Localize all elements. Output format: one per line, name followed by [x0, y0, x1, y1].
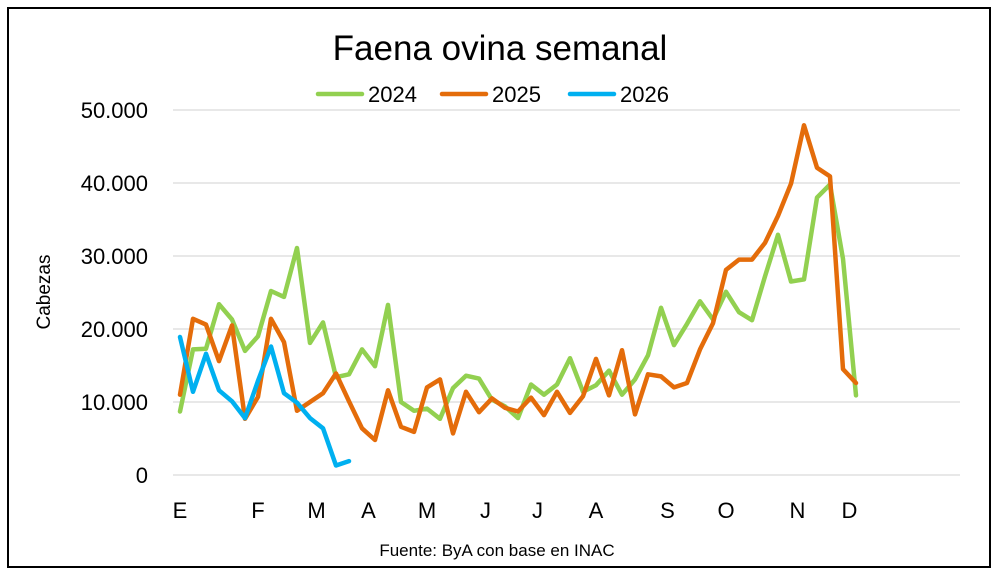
x-tick-label: J — [480, 498, 491, 523]
x-tick-label: A — [589, 498, 604, 523]
y-tick-label: 20.000 — [81, 317, 148, 342]
x-tick-label: J — [532, 498, 543, 523]
x-tick-label: M — [418, 498, 436, 523]
series-line-2025 — [177, 123, 859, 443]
y-tick-label: 50.000 — [81, 98, 148, 123]
chart-legend: 2024 2025 2026 — [315, 82, 669, 107]
x-tick-label: M — [307, 498, 325, 523]
gridlines — [173, 109, 960, 476]
x-tick-label: D — [842, 498, 858, 523]
legend-label: 2025 — [492, 82, 541, 107]
x-tick-label: E — [173, 498, 188, 523]
y-tick-label: 10.000 — [81, 390, 148, 415]
legend-label: 2026 — [620, 82, 669, 107]
source-note: Fuente: ByA con base en INAC — [379, 541, 614, 560]
series-line-2026 — [177, 334, 352, 468]
y-axis-ticks: 0 10.000 20.000 30.000 40.000 50.000 — [81, 98, 148, 488]
x-tick-label: S — [660, 498, 675, 523]
legend-label: 2024 — [368, 82, 417, 107]
x-tick-label: A — [361, 498, 376, 523]
series-line-2024 — [177, 182, 859, 422]
y-tick-label: 40.000 — [81, 171, 148, 196]
x-tick-label: F — [251, 498, 264, 523]
series-lines — [177, 123, 859, 468]
x-tick-label: N — [790, 498, 806, 523]
chart-title: Faena ovina semanal — [333, 29, 668, 68]
y-axis-label: Cabezas — [34, 255, 55, 330]
y-tick-label: 0 — [136, 463, 148, 488]
y-tick-label: 30.000 — [81, 244, 148, 269]
x-tick-label: O — [717, 498, 734, 523]
